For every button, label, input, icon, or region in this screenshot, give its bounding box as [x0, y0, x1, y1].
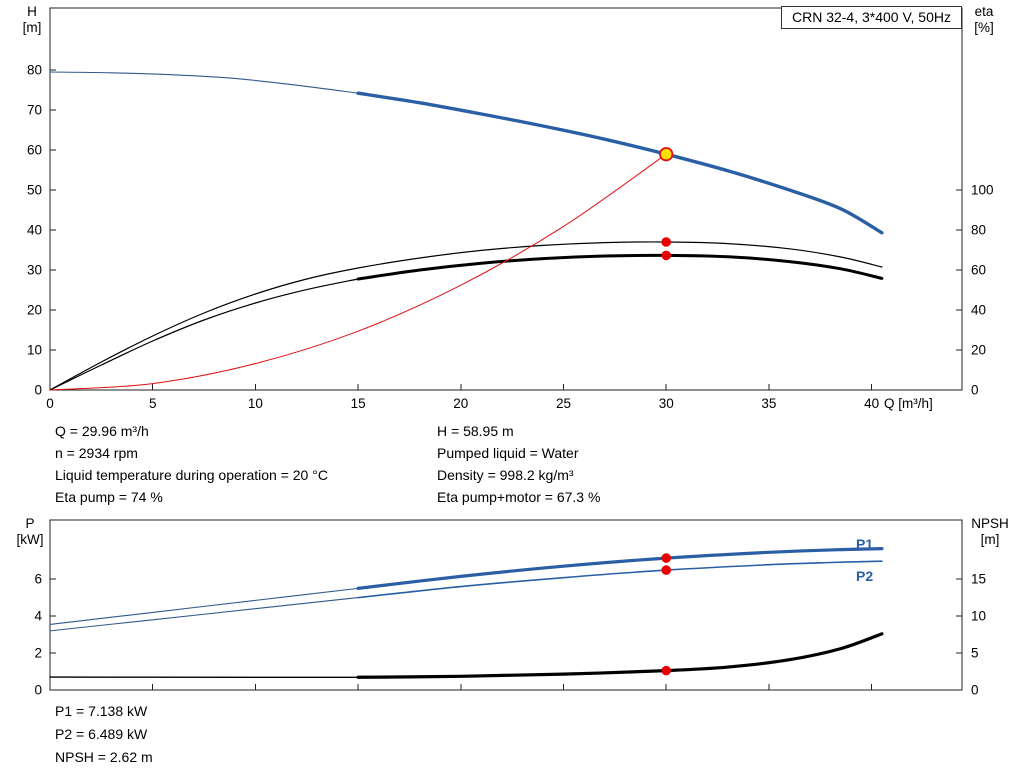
x-tick-label: 15 — [351, 396, 366, 411]
y-left-tick-label: 4 — [34, 609, 42, 624]
p2-point — [661, 565, 672, 575]
duty-info-column-2: H = 58.95 m Pumped liquid = Water Densit… — [437, 420, 600, 508]
eta-pump-motor-low-flow — [49, 278, 359, 391]
x-tick-label: 40 — [864, 396, 879, 411]
p1-curve — [356, 547, 884, 590]
y-left-tick-label: 10 — [27, 343, 42, 358]
eta-axis-unit: [%] — [974, 20, 994, 35]
y-left-tick-label: 50 — [27, 183, 42, 198]
y-right-tick-label: 5 — [971, 646, 979, 661]
x-tick-label: 10 — [248, 396, 263, 411]
x-tick-label: 35 — [761, 396, 776, 411]
y-left-tick-label: 6 — [34, 572, 42, 587]
p-axis-symbol: P — [25, 516, 35, 531]
chart-frame — [49, 7, 963, 391]
x-tick-label: 20 — [453, 396, 468, 411]
npsh-curve — [356, 632, 884, 679]
y-left-tick-label: 0 — [34, 383, 42, 398]
info-h: H = 58.95 m — [437, 423, 514, 439]
info-npsh: NPSH = 2.62 m — [55, 749, 153, 765]
eta-pump-motor-point — [661, 250, 672, 261]
y-right-tick-label: 0 — [971, 683, 979, 698]
y-right-tick-label: 0 — [971, 383, 979, 398]
info-eta-pump: Eta pump = 74 % — [55, 489, 163, 505]
x-tick-label: 25 — [556, 396, 571, 411]
p-axis-label: P [kW] — [10, 516, 50, 548]
p1-curve-label: P1 — [856, 536, 874, 552]
info-q: Q = 29.96 m³/h — [55, 423, 149, 439]
p1-curve-low-flow — [49, 587, 359, 625]
p2-curve-low-flow — [49, 597, 359, 632]
h-axis-label: H [m] — [14, 4, 50, 36]
pump-model-box: CRN 32-4, 3*400 V, 50Hz — [780, 6, 962, 29]
y-right-tick-label: 15 — [971, 572, 986, 587]
head-curve — [356, 91, 884, 235]
power-info-block: P1 = 7.138 kW P2 = 6.489 kW NPSH = 2.62 … — [55, 700, 153, 769]
npsh-point — [661, 665, 672, 676]
info-speed: n = 2934 rpm — [55, 445, 138, 461]
info-p1: P1 = 7.138 kW — [55, 703, 148, 719]
y-left-tick-label: 2 — [34, 646, 42, 661]
eta-pump-curve — [49, 241, 883, 391]
p-axis-unit: [kW] — [16, 532, 44, 547]
p1-point — [661, 553, 672, 563]
y-right-tick-label: 100 — [971, 183, 994, 198]
chart-frame — [49, 519, 963, 691]
p2-curve — [357, 560, 883, 599]
duty-info-column-1: Q = 29.96 m³/h n = 2934 rpm Liquid tempe… — [55, 420, 328, 508]
p2-curve-label: P2 — [856, 568, 874, 584]
info-density: Density = 998.2 kg/m³ — [437, 467, 574, 483]
y-right-tick-label: 20 — [971, 343, 986, 358]
head-curve-low-flow — [49, 71, 359, 94]
eta-pump-motor-curve — [356, 253, 884, 281]
npsh-axis-symbol: NPSH — [971, 516, 1009, 531]
npsh-axis-unit: [m] — [980, 532, 1000, 547]
y-left-tick-label: 40 — [27, 223, 42, 238]
eta-axis-label: eta [%] — [962, 4, 1006, 36]
y-right-tick-label: 80 — [971, 223, 986, 238]
info-eta-pump-motor: Eta pump+motor = 67.3 % — [437, 489, 601, 505]
y-right-tick-label: 10 — [971, 609, 986, 624]
eta-axis-symbol: eta — [974, 4, 994, 19]
y-right-tick-label: 60 — [971, 263, 986, 278]
x-tick-label: 30 — [659, 396, 674, 411]
x-tick-label: 0 — [46, 396, 54, 411]
x-tick-label: 5 — [149, 396, 157, 411]
y-left-tick-label: 70 — [27, 103, 42, 118]
eta-pump-point — [661, 237, 672, 247]
info-liquid-temperature: Liquid temperature during operation = 20… — [55, 467, 328, 483]
duty-flow-line — [49, 153, 667, 391]
y-left-tick-label: 0 — [34, 683, 42, 698]
h-axis-unit: [m] — [22, 20, 42, 35]
h-axis-symbol: H — [27, 4, 37, 19]
info-pumped-liquid: Pumped liquid = Water — [437, 445, 579, 461]
q-axis-label: Q [m³/h] — [884, 396, 933, 411]
y-left-tick-label: 80 — [27, 63, 42, 78]
info-p2: P2 = 6.489 kW — [55, 726, 148, 742]
y-left-tick-label: 60 — [27, 143, 42, 158]
npsh-axis-label: NPSH [m] — [962, 516, 1018, 548]
y-left-tick-label: 30 — [27, 263, 42, 278]
y-right-tick-label: 40 — [971, 303, 986, 318]
y-left-tick-label: 20 — [27, 303, 42, 318]
duty-point — [659, 147, 674, 162]
